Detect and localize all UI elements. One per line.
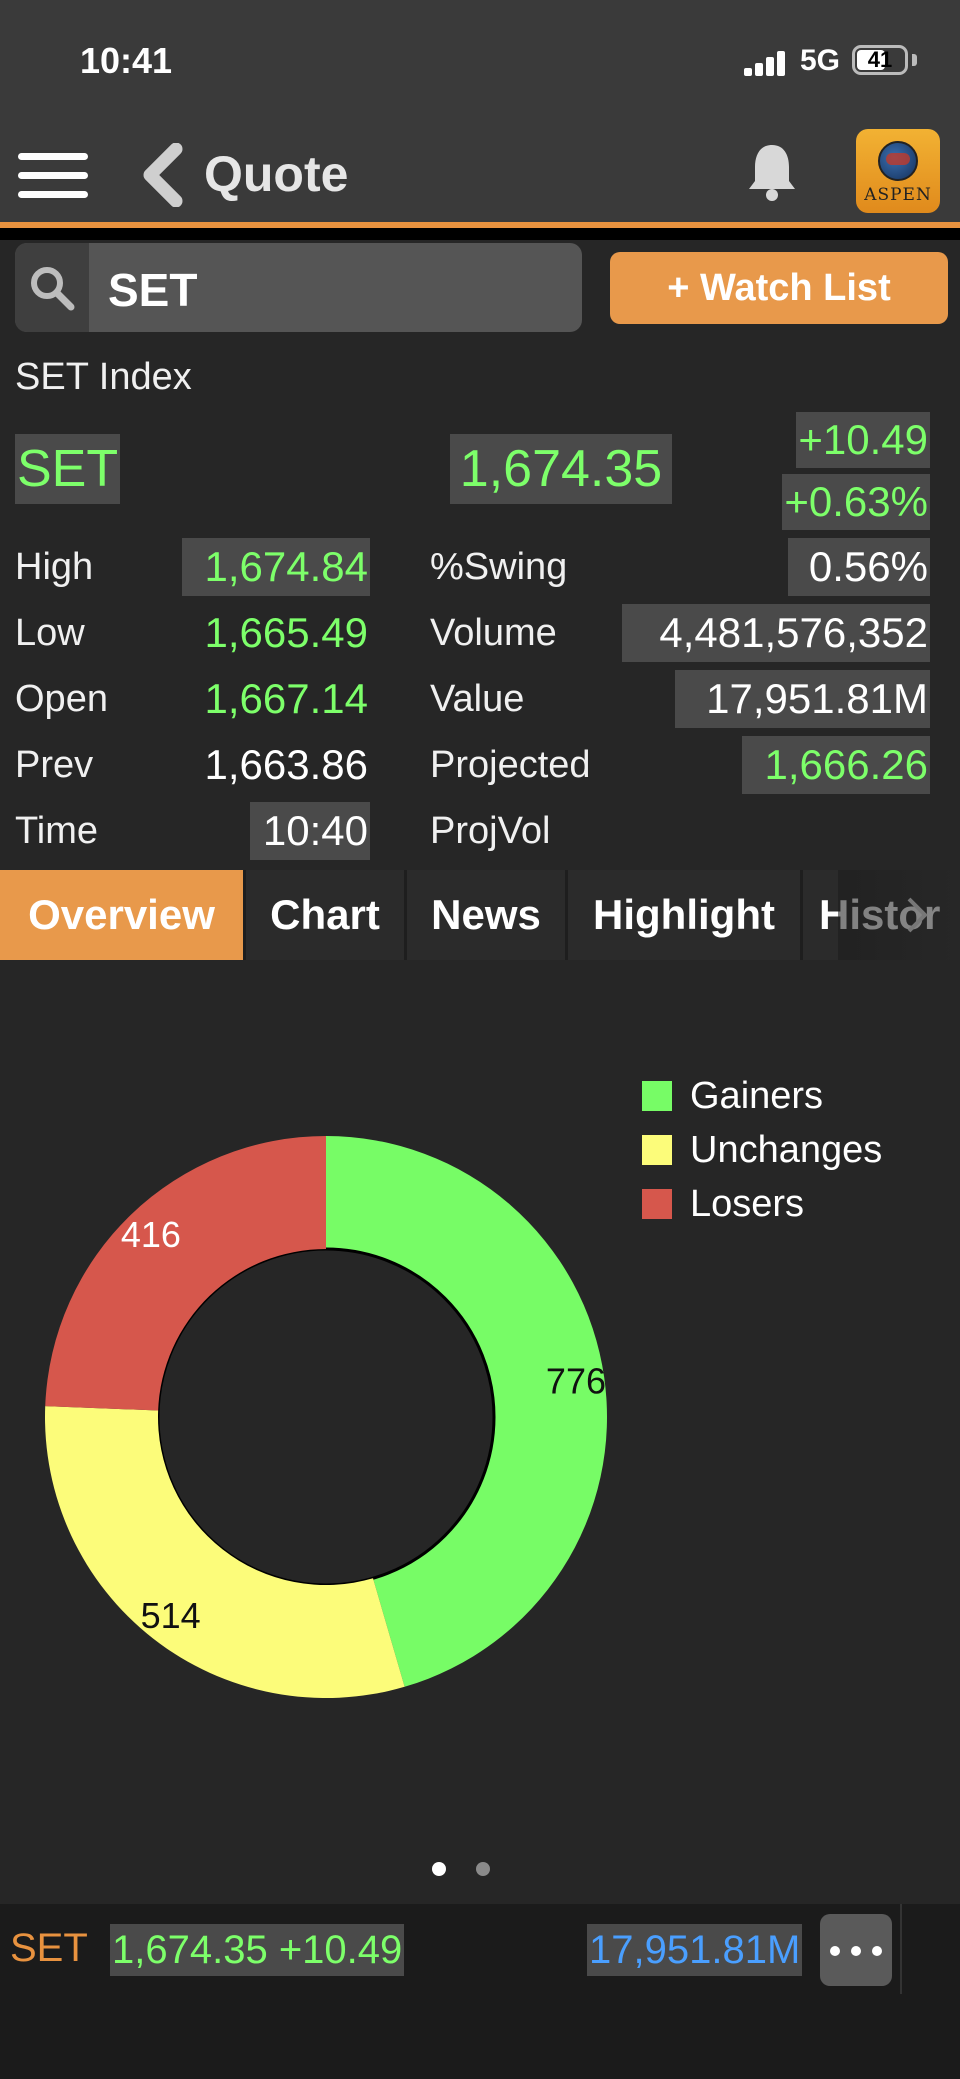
aspen-logo[interactable]: ASPEN <box>856 129 940 213</box>
footer-ticker: SET 1,674.35 +10.49 17,951.81M <box>0 1904 960 2079</box>
more-options-button[interactable] <box>820 1914 892 1986</box>
donut-label-gainers: 776 <box>546 1360 606 1401</box>
search-icon <box>31 267 75 311</box>
tab-chart[interactable]: Chart <box>246 870 404 960</box>
index-name: SET Index <box>15 356 192 398</box>
logo-text: ASPEN <box>864 185 932 205</box>
prev-value: 1,663.86 <box>204 741 369 788</box>
value-value: 17,951.81M <box>675 670 930 728</box>
battery-tip <box>912 54 917 66</box>
network-label: 5G <box>800 44 841 77</box>
nav-accent-line <box>0 222 960 228</box>
footer-symbol[interactable]: SET <box>10 1926 88 1970</box>
footer-value: 17,951.81M <box>587 1924 803 1976</box>
tab-news[interactable]: News <box>407 870 565 960</box>
add-watch-list-button[interactable]: + Watch List <box>610 252 948 324</box>
time-value: 10:40 <box>250 802 370 860</box>
swing-value: 0.56% <box>788 538 930 596</box>
donut-label-unchanges: 514 <box>141 1595 201 1636</box>
legend-swatch-losers <box>642 1189 672 1219</box>
donut-label-losers: 416 <box>121 1214 181 1255</box>
battery-level: 41 <box>867 47 893 72</box>
low-label: Low <box>15 612 85 654</box>
nav-divider <box>0 228 960 240</box>
quote-change-percent: +0.63% <box>782 474 930 530</box>
symbol-search-input[interactable]: SET <box>15 243 582 332</box>
tab-scroll-fade <box>838 870 960 960</box>
page-dot[interactable] <box>476 1862 490 1876</box>
quote-price: 1,674.35 <box>450 434 672 504</box>
back-chevron-icon[interactable] <box>138 143 188 207</box>
breadth-donut-chart: 776 514 416 <box>45 1136 607 1698</box>
projected-value: 1,666.26 <box>742 736 930 794</box>
page-dot-active[interactable] <box>432 1862 446 1876</box>
status-bar: 10:41 5G 41 <box>0 0 960 125</box>
value-label: Value <box>430 678 525 720</box>
battery-icon: 41 <box>852 45 908 75</box>
donut-slice-losers[interactable] <box>45 1136 327 1411</box>
quote-change: +10.49 <box>796 412 930 468</box>
quote-symbol: SET <box>15 434 121 504</box>
swing-label: %Swing <box>430 546 568 588</box>
legend-label-unchanges: Unchanges <box>690 1129 883 1171</box>
tab-highlight[interactable]: Highlight <box>568 870 800 960</box>
tab-overview[interactable]: Overview <box>0 870 243 960</box>
time-label: Time <box>15 810 99 852</box>
donut-hole <box>156 1247 496 1587</box>
menu-icon[interactable] <box>18 145 90 205</box>
legend-swatch-unchanges <box>642 1135 672 1165</box>
nav-bar: Quote ASPEN <box>0 125 960 225</box>
donut-slice-gainers[interactable] <box>326 1136 607 1687</box>
low-value: 1,665.49 <box>204 609 369 656</box>
status-time: 10:41 <box>80 40 173 81</box>
footer-price-change: 1,674.35 +10.49 <box>110 1924 405 1976</box>
high-label: High <box>15 546 94 588</box>
footer-divider <box>900 1904 902 1994</box>
open-value: 1,667.14 <box>204 675 369 722</box>
high-value: 1,674.84 <box>182 538 370 596</box>
legend-label-gainers: Gainers <box>690 1075 824 1117</box>
globe-icon <box>878 141 918 181</box>
donut-slice-unchanges[interactable] <box>45 1406 405 1698</box>
open-label: Open <box>15 678 108 720</box>
search-icon-box <box>15 243 89 332</box>
prev-label: Prev <box>15 744 94 786</box>
legend-swatch-gainers <box>642 1081 672 1111</box>
search-value: SET <box>108 264 198 316</box>
volume-label: Volume <box>430 612 557 654</box>
chevron-right-icon[interactable] <box>904 895 930 935</box>
projected-label: Projected <box>430 744 591 786</box>
bell-icon[interactable] <box>746 141 798 203</box>
page-indicator <box>432 1862 492 1878</box>
volume-value: 4,481,576,352 <box>622 604 930 662</box>
projvol-value <box>742 802 930 860</box>
legend-label-losers: Losers <box>690 1183 805 1225</box>
quote-tabs: Overview Chart News Highlight Histor <box>0 870 960 960</box>
signal-icon <box>744 50 788 76</box>
page-title: Quote <box>204 146 349 202</box>
projvol-label: ProjVol <box>430 810 551 852</box>
